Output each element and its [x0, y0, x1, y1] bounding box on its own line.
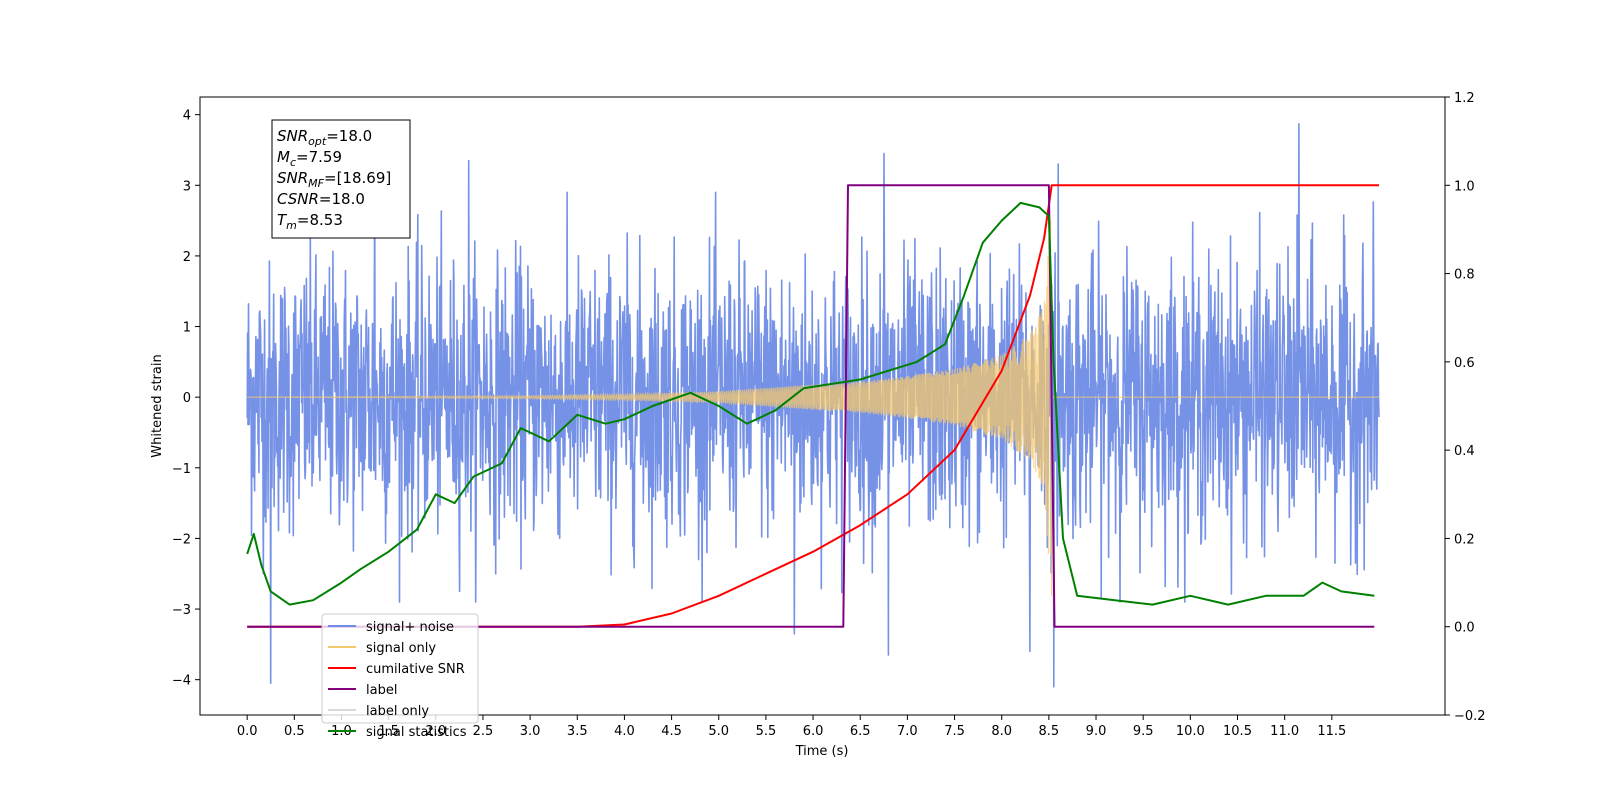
y-right-tick-label: 0.6	[1454, 356, 1475, 371]
stats-symbol: SNR	[277, 127, 308, 145]
x-tick-label: 5.0	[708, 724, 729, 739]
legend: signal+ noise signal only cumilative SNR la…	[321, 613, 479, 740]
y-left-tick-label: 2	[183, 250, 191, 265]
stats-symbol: CSNR	[277, 190, 319, 208]
stats-value: =18.0	[326, 127, 372, 145]
x-tick-label: 3.0	[520, 724, 541, 739]
x-tick-label: 7.0	[897, 724, 918, 739]
stats-line: SNRMF=[18.69]	[277, 169, 391, 190]
x-tick-label: 7.5	[944, 724, 965, 739]
legend-label: label only	[366, 704, 429, 719]
stats-symbol: SNR	[277, 169, 308, 187]
x-tick-label: 0.0	[237, 724, 258, 739]
series-signal-statistics	[246, 201, 1375, 606]
x-tick-label: 6.5	[850, 724, 871, 739]
stats-symbol: T	[277, 211, 288, 229]
stats-line: CSNR=18.0	[277, 190, 365, 208]
x-axis: 0.0 0.5 1.0 1.5 2.0 2.5 3.0 3.5 4.0 4.5 5.0 5.5 6.0 6…	[237, 715, 1346, 739]
y-left-tick-label: 1	[183, 321, 191, 336]
y-axis-right: −0.2 0.0 0.2 0.4 0.6 0.8 1.0 1.2	[1445, 91, 1486, 724]
series-signal-only	[247, 219, 1379, 597]
x-tick-label: 9.5	[1133, 724, 1154, 739]
series-layer	[246, 123, 1380, 688]
x-tick-label: 3.5	[567, 724, 588, 739]
y-left-tick-label: −4	[172, 674, 191, 689]
plot-frame	[199, 96, 1446, 716]
y-right-tick-label: 0.4	[1454, 444, 1475, 459]
x-tick-label: 4.5	[661, 724, 682, 739]
y-right-tick-label: 0.8	[1454, 268, 1475, 283]
stats-subscript: opt	[308, 135, 327, 148]
stats-value: =18.0	[319, 190, 365, 208]
x-tick-label: 9.0	[1086, 724, 1107, 739]
y-axis-title: Whitened strain	[150, 354, 165, 457]
legend-label: label	[366, 683, 397, 698]
stats-box-frame	[271, 119, 411, 239]
x-tick-label: 8.0	[991, 724, 1012, 739]
stats-subscript: m	[286, 219, 297, 232]
y-right-tick-label: −0.2	[1454, 709, 1486, 724]
y-right-tick-label: 0.2	[1454, 532, 1475, 547]
x-tick-label: 11.0	[1270, 724, 1299, 739]
x-tick-label: 2.0	[425, 724, 446, 739]
stats-line: SNRopt=18.0	[277, 127, 372, 148]
y-left-tick-label: 3	[183, 179, 191, 194]
y-left-tick-label: 0	[183, 391, 191, 406]
x-tick-label: 2.5	[473, 724, 494, 739]
x-tick-label: 10.0	[1176, 724, 1205, 739]
stats-line: Tm=8.53	[277, 211, 343, 232]
stats-box: SNRopt=18.0Mc=7.59SNRMF=[18.69]CSNR=18.0…	[271, 119, 411, 239]
y-axis-left: −4 −3 −2 −1 0 1 2 3 4	[172, 109, 200, 689]
stats-value: =8.53	[297, 211, 343, 229]
y-left-tick-label: −3	[172, 603, 191, 618]
stats-subscript: c	[290, 156, 296, 169]
stats-symbol: M	[277, 148, 290, 166]
y-left-tick-label: −2	[172, 532, 191, 547]
legend-frame	[321, 613, 479, 724]
x-tick-label: 5.5	[756, 724, 777, 739]
x-tick-label: 1.5	[378, 724, 399, 739]
y-right-tick-label: 1.2	[1454, 91, 1475, 106]
x-tick-label: 11.5	[1317, 724, 1346, 739]
x-tick-label: 0.5	[284, 724, 305, 739]
x-tick-label: 4.0	[614, 724, 635, 739]
series-cumilative-snr	[247, 184, 1379, 628]
x-axis-title: Time (s)	[795, 744, 849, 759]
stats-value: =7.59	[296, 148, 342, 166]
legend-label: signal+ noise	[366, 620, 454, 635]
stats-subscript: MF	[308, 177, 324, 190]
legend-label: cumilative SNR	[366, 662, 465, 677]
legend-label: signal statistics	[366, 725, 467, 740]
legend-label: signal only	[366, 641, 436, 656]
series-label	[247, 184, 1375, 628]
y-left-tick-label: −1	[172, 462, 191, 477]
y-right-tick-label: 1.0	[1454, 179, 1475, 194]
y-left-tick-label: 4	[183, 109, 191, 124]
y-right-tick-label: 0.0	[1454, 621, 1475, 636]
x-tick-label: 6.0	[803, 724, 824, 739]
x-tick-label: 10.5	[1223, 724, 1252, 739]
stats-line: Mc=7.59	[277, 148, 342, 169]
x-tick-label: 8.5	[1039, 724, 1060, 739]
stats-value: =[18.69]	[324, 169, 391, 187]
